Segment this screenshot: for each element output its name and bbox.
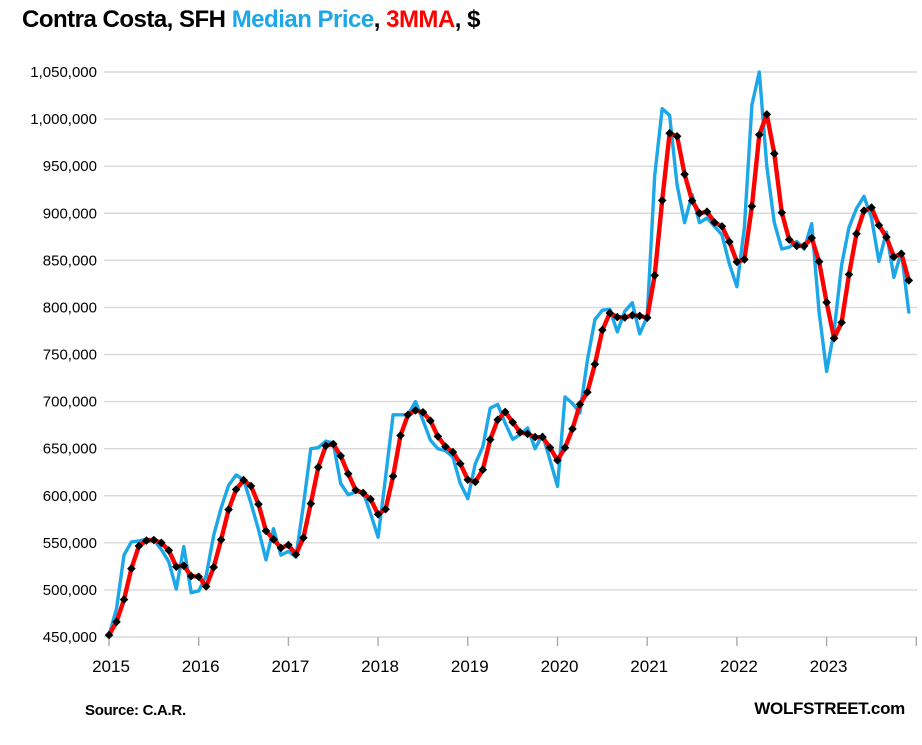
x-axis-label: 2016 xyxy=(182,657,220,676)
mma-diamond-markers xyxy=(104,110,914,640)
x-axis-label: 2015 xyxy=(92,657,130,676)
y-axis-label: 650,000 xyxy=(43,441,97,458)
y-axis-label: 900,000 xyxy=(43,205,97,222)
y-axis-label: 450,000 xyxy=(43,629,97,646)
y-axis-label: 850,000 xyxy=(43,252,97,269)
x-axis-label: 2022 xyxy=(720,657,758,676)
x-axis-label: 2023 xyxy=(810,657,848,676)
source-note: Source: C.A.R. xyxy=(85,702,186,719)
mma-line xyxy=(106,112,911,638)
title-prefix: Contra Costa, SFH xyxy=(22,6,232,33)
title-median-price-label: Median Price xyxy=(231,6,375,33)
y-axis-label: 750,000 xyxy=(43,347,97,364)
y-axis-label: 1,050,000 xyxy=(30,64,97,81)
y-axis-label: 600,000 xyxy=(43,488,97,505)
y-axis-label: 550,000 xyxy=(43,535,97,552)
y-axis-label: 700,000 xyxy=(43,394,97,411)
y-axis-label: 500,000 xyxy=(43,582,97,599)
y-axis-label: 950,000 xyxy=(43,158,97,175)
title-suffix: , $ xyxy=(454,6,481,33)
median-price-line xyxy=(107,70,911,637)
x-axis-label: 2021 xyxy=(630,657,668,676)
chart-title: Contra Costa, SFH Median Price, 3MMA, $ xyxy=(22,6,480,34)
x-axis-label: 2017 xyxy=(271,657,309,676)
brand-wordmark: WOLFSTREET.com xyxy=(754,699,905,718)
y-axis-label: 1,000,000 xyxy=(30,111,97,128)
title-3mma-label: 3MMA xyxy=(386,6,455,33)
x-axis-label: 2019 xyxy=(451,657,489,676)
y-axis-label: 800,000 xyxy=(43,299,97,316)
title-separator: , xyxy=(373,6,387,33)
x-axis-label: 2018 xyxy=(361,657,399,676)
x-axis-label: 2020 xyxy=(541,657,579,676)
